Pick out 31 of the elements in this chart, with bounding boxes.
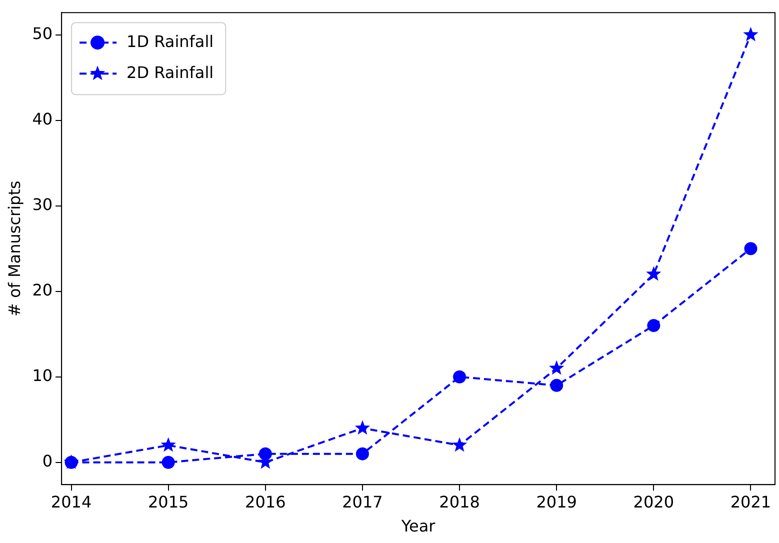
x-tick-label: 2018 xyxy=(439,492,480,512)
y-tick-label: 50 xyxy=(32,24,53,43)
y-tick-label: 30 xyxy=(32,195,53,214)
point xyxy=(647,319,660,332)
x-axis-title: Year xyxy=(400,516,436,536)
y-axis-title: # of Manuscripts xyxy=(4,180,24,317)
legend-label: 1D Rainfall xyxy=(126,32,214,51)
x-tick-label: 2016 xyxy=(245,492,286,512)
point xyxy=(646,266,662,281)
x-tick-label: 2020 xyxy=(633,492,674,512)
point xyxy=(356,447,369,460)
x-tick-label: 2015 xyxy=(148,492,189,512)
y-tick-label: 0 xyxy=(42,452,53,471)
legend-label: 2D Rainfall xyxy=(126,62,214,82)
point xyxy=(744,242,758,256)
point xyxy=(453,370,466,384)
point xyxy=(550,378,564,392)
point xyxy=(160,437,176,452)
point xyxy=(162,456,175,469)
y-tick-label: 40 xyxy=(32,109,53,128)
point xyxy=(452,437,468,452)
point xyxy=(354,420,370,435)
point xyxy=(743,26,758,42)
x-tick-label: 2019 xyxy=(536,492,577,512)
point xyxy=(548,360,564,375)
point xyxy=(258,447,272,460)
x-tick-label: 2014 xyxy=(50,492,92,512)
x-tick-label: 2017 xyxy=(342,492,383,512)
y-tick-label: 20 xyxy=(32,280,53,300)
x-tick-label: 2021 xyxy=(730,492,772,512)
y-tick-label: 10 xyxy=(32,366,53,386)
